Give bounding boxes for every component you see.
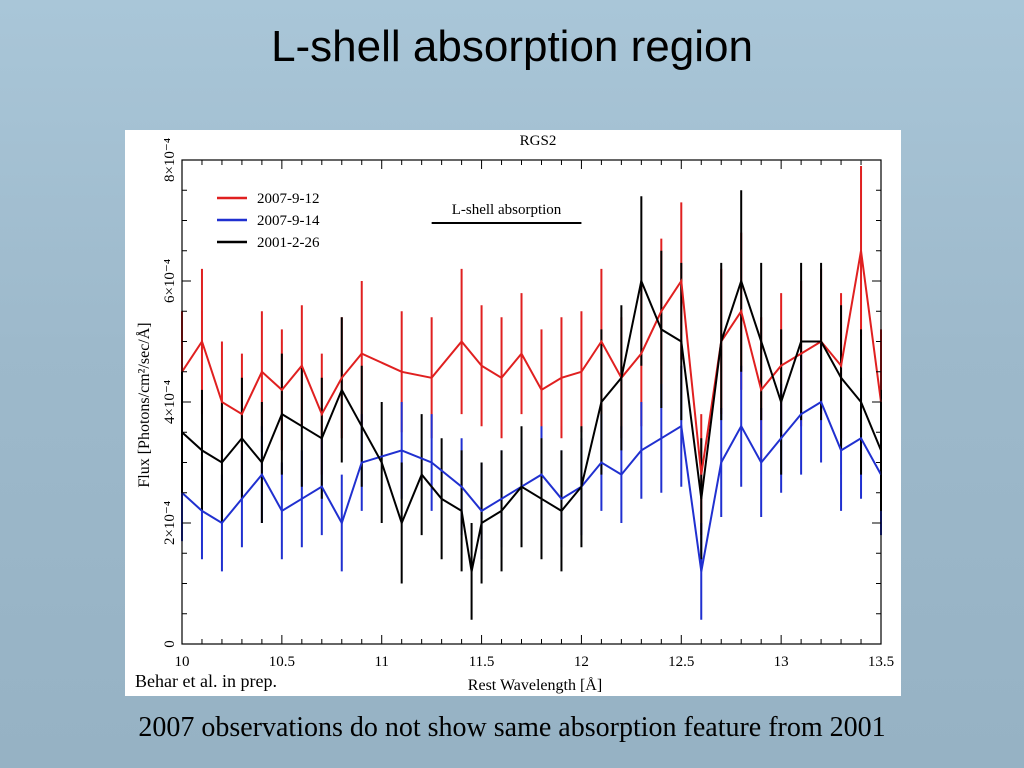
chart-title: RGS2 bbox=[520, 133, 557, 149]
chart-figure: 10 10.5 11 11.5 12 12.5 13 13.5 0 2×10⁻⁴ 4×10⁻⁴ 6×1… bbox=[125, 130, 901, 696]
x-tick-label-1: 10.5 bbox=[269, 654, 295, 670]
figure-credit: Behar et al. in prep. bbox=[135, 671, 277, 691]
x-tick-label-5: 12.5 bbox=[668, 654, 694, 670]
y-tick-label-1: 2×10⁻⁴ bbox=[162, 501, 178, 545]
series-line-2007-9-14 bbox=[181, 400, 882, 572]
legend-label-2007-9-12: 2007-9-12 bbox=[257, 191, 320, 207]
axes: 10 10.5 11 11.5 12 12.5 13 13.5 0 2×10⁻⁴ 4×10⁻⁴ 6×1… bbox=[162, 138, 894, 670]
y-tick-label-2: 4×10⁻⁴ bbox=[162, 380, 178, 424]
x-tick-label-3: 11.5 bbox=[469, 654, 495, 670]
y-tick-label-0: 0 bbox=[162, 640, 178, 648]
y-tick-label-3: 6×10⁻⁴ bbox=[162, 259, 178, 303]
legend: 2007-9-12 2007-9-14 2001-2-26 bbox=[217, 191, 320, 251]
x-tick-label-6: 13 bbox=[774, 654, 789, 670]
series-line-2001-2-26 bbox=[181, 277, 882, 572]
y-axis-label: Flux [Photons/cm²/sec/Å] bbox=[135, 322, 153, 487]
legend-label-2001-2-26: 2001-2-26 bbox=[257, 235, 320, 251]
x-tick-label-0: 10 bbox=[175, 654, 190, 670]
x-axis-label: Rest Wavelength [Å] bbox=[468, 676, 602, 694]
x-tick-label-4: 12 bbox=[574, 654, 589, 670]
series-line-2007-9-12 bbox=[181, 250, 882, 475]
flux-chart: 10 10.5 11 11.5 12 12.5 13 13.5 0 2×10⁻⁴ 4×10⁻⁴ 6×1… bbox=[135, 133, 894, 694]
annotation-label: L-shell absorption bbox=[452, 202, 562, 218]
series-lines bbox=[181, 250, 882, 572]
legend-label-2007-9-14: 2007-9-14 bbox=[257, 213, 320, 229]
x-tick-label-2: 11 bbox=[374, 654, 388, 670]
y-tick-label-4: 8×10⁻⁴ bbox=[162, 138, 178, 182]
slide-caption: 2007 observations do not show same absor… bbox=[138, 712, 886, 743]
slide-title: L-shell absorption region bbox=[271, 22, 753, 71]
x-tick-label-7: 13.5 bbox=[868, 654, 894, 670]
plot-frame bbox=[181, 159, 882, 645]
annotation-l-shell: L-shell absorption bbox=[431, 202, 582, 224]
